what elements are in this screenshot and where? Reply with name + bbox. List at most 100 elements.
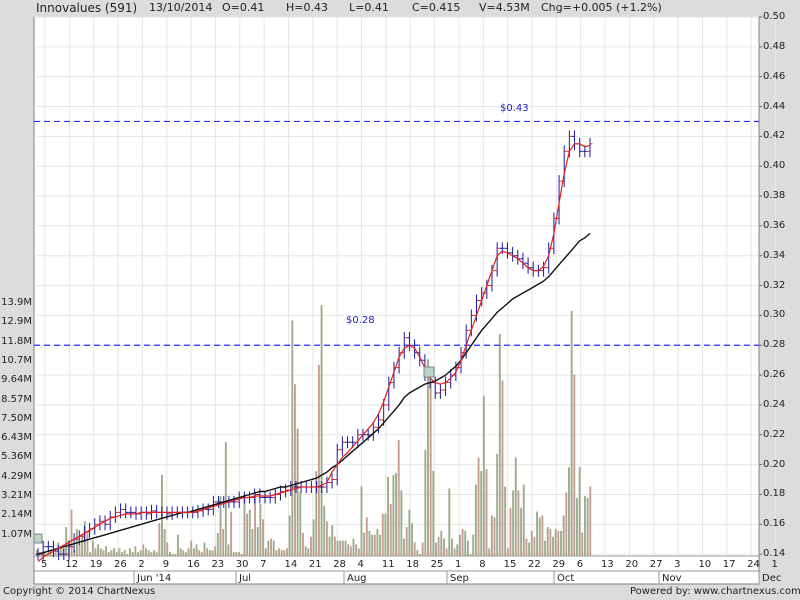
volume-bar [296, 428, 299, 556]
date-tick-label: 26 [114, 559, 127, 570]
volume-bar [121, 552, 123, 556]
volume-bar [419, 554, 421, 556]
volume-bars [36, 305, 592, 556]
volume-bar [416, 550, 419, 556]
date-tick-label: 24 [747, 559, 760, 570]
volume-bar [134, 546, 137, 556]
level-label-043: $0.43 [500, 103, 529, 114]
volume-bar [206, 548, 209, 556]
volume-bar [256, 527, 259, 556]
alert-bell-icon[interactable] [423, 366, 435, 378]
volume-tick-label: 8.57M [1, 393, 32, 405]
volume-bar [283, 550, 286, 556]
volume-bar [110, 550, 113, 556]
month-label: Jul [239, 573, 252, 584]
volume-bar [453, 548, 456, 556]
alert-bell-icon-2[interactable] [33, 533, 43, 544]
volume-bar [211, 550, 214, 556]
volume-bar [538, 517, 541, 556]
date-tick-label: 1 [454, 559, 462, 570]
volume-bar [392, 474, 395, 556]
volume-bar [387, 476, 390, 556]
powered-by-link[interactable]: Powered by: www.chartnexus.com [630, 586, 800, 597]
volume-bar [131, 552, 134, 556]
copyright-text: Copyright © 2014 ChartNexus [3, 586, 156, 597]
volume-bar [578, 467, 581, 556]
volume-bar [163, 528, 166, 556]
volume-bar [36, 550, 38, 556]
volume-bar [94, 548, 97, 556]
volume-bar [347, 544, 350, 556]
volume-bar [272, 540, 275, 556]
volume-bar [474, 484, 477, 556]
volume-bar [323, 505, 326, 556]
volume-bar [549, 528, 552, 556]
volume-bar [317, 364, 320, 556]
volume-bar [576, 498, 578, 556]
volume-bar [589, 486, 592, 556]
volume-bar [570, 310, 573, 556]
volume-tick-label: 5.36M [1, 451, 32, 463]
date-tick-label: 15 [503, 559, 517, 570]
date-tick-label: 3 [674, 559, 681, 570]
price-tick-label: 0.20 [763, 458, 786, 470]
volume-bar [291, 320, 294, 556]
volume-bar [267, 540, 270, 556]
month-label: Dec [762, 573, 782, 584]
level-label-028: $0.28 [346, 315, 375, 326]
volume-bar [554, 528, 557, 556]
volume-bar [264, 548, 267, 556]
quote-open: O=0.41 [222, 1, 265, 14]
volume-bar [286, 548, 288, 556]
volume-bar [97, 544, 100, 556]
volume-bar [493, 517, 496, 556]
volume-bar [562, 515, 565, 556]
volume-tick-label: 1.07M [1, 528, 32, 540]
volume-bar [105, 546, 108, 556]
quote-volume: V=4.53M [479, 1, 530, 14]
volume-bar [328, 536, 331, 556]
date-tick-label: 25 [430, 559, 444, 570]
volume-bar [472, 534, 475, 556]
volume-bar [464, 530, 467, 556]
ma-long-line [37, 232, 591, 555]
price-tick-label: 0.34 [763, 249, 786, 261]
volume-tick-label: 11.8M [1, 335, 32, 347]
volume-bar [78, 544, 81, 556]
quote-date: 13/10/2014 [149, 1, 213, 14]
volume-bar [586, 498, 589, 556]
volume-bar [142, 544, 145, 556]
volume-bar [365, 517, 368, 556]
volume-tick-label: 12.9M [1, 316, 32, 328]
price-tick-label: 0.36 [763, 219, 786, 231]
volume-bar [541, 515, 544, 556]
price-tick-label: 0.46 [763, 70, 786, 82]
volume-bar [248, 509, 251, 556]
volume-bar [222, 528, 225, 556]
volume-bar [238, 552, 241, 556]
volume-bar [115, 552, 118, 556]
volume-bar [169, 552, 171, 556]
volume-bar [86, 532, 89, 556]
volume-bar [485, 469, 488, 556]
volume-bar [581, 532, 584, 556]
volume-bar [243, 494, 246, 556]
volume-tick-label: 7.50M [1, 412, 32, 424]
volume-bar [451, 538, 453, 556]
volume-bar [107, 552, 110, 556]
quote-low: L=0.41 [349, 1, 389, 14]
volume-bar [43, 552, 46, 556]
volume-bar [560, 530, 562, 556]
volume-bar [171, 554, 174, 556]
date-tick-label: 5 [41, 559, 48, 570]
quote-change: Chg=+0.005 (+1.2%) [541, 1, 662, 14]
volume-bar [363, 532, 366, 556]
volume-bar [557, 530, 560, 556]
volume-bar [405, 527, 408, 556]
date-tick-label: 2 [138, 559, 145, 570]
volume-bar [145, 548, 147, 556]
volume-bar [397, 440, 400, 556]
volume-bar [259, 503, 262, 556]
volume-bar [536, 511, 538, 556]
